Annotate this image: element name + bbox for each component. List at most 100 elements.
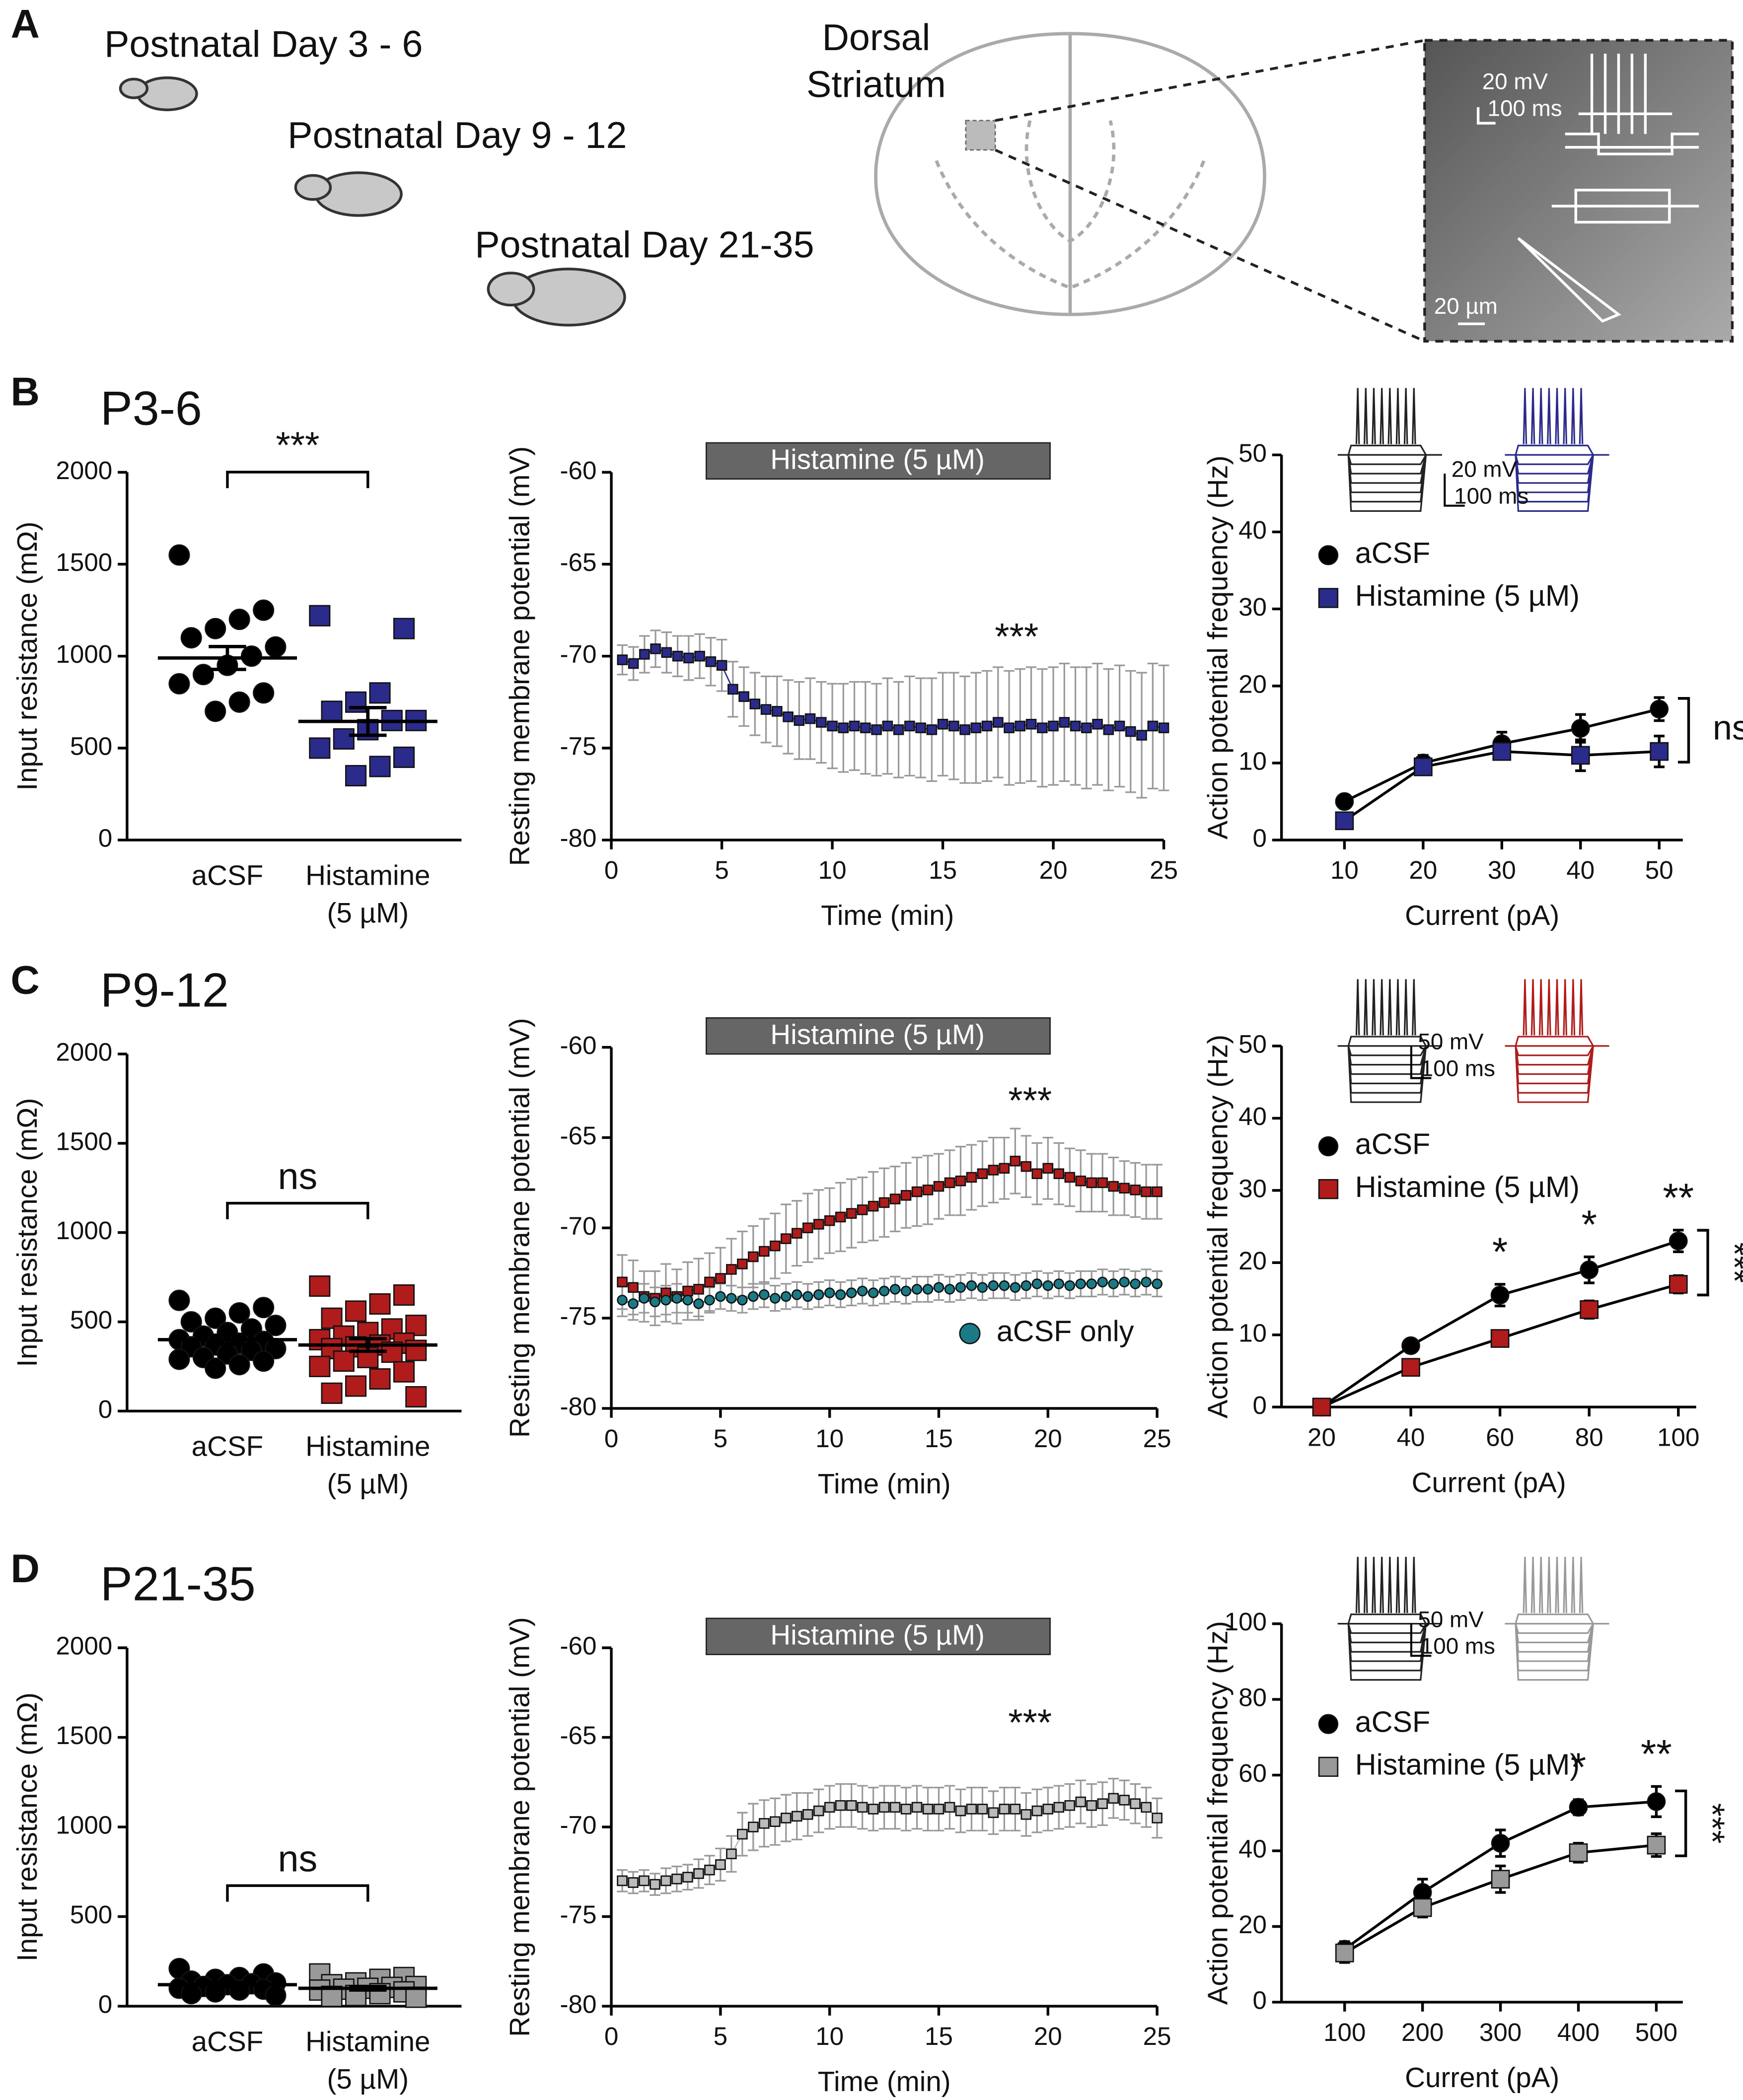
- marker: [253, 1297, 275, 1319]
- y-tick-label: 500: [70, 1306, 112, 1334]
- y-tick-label: 20: [1238, 1247, 1267, 1275]
- x-axis-label: Current (pA): [1405, 2062, 1559, 2093]
- marker: [955, 1282, 966, 1293]
- marker: [1152, 1278, 1162, 1289]
- category-label: aCSF: [192, 859, 264, 891]
- comparison-bracket: [1677, 697, 1690, 764]
- marker: [1053, 1278, 1065, 1289]
- trace-inset: [1337, 388, 1442, 512]
- x-tick-label: 15: [929, 856, 957, 884]
- marker: [860, 722, 871, 733]
- annotation: *: [1571, 1745, 1586, 1790]
- marker: [959, 724, 970, 735]
- marker: [772, 706, 783, 717]
- marker: [977, 1804, 988, 1815]
- marker: [835, 1211, 846, 1223]
- marker: [1053, 1168, 1065, 1179]
- y-tick-label: 40: [1238, 1835, 1267, 1863]
- marker: [265, 636, 287, 658]
- treatment-label: Histamine (5 µM): [770, 1019, 985, 1050]
- marker: [824, 1802, 835, 1813]
- treatment-label: Histamine (5 µM): [770, 444, 985, 475]
- y-tick-label: 100: [1225, 1608, 1267, 1636]
- brain-outline: [874, 32, 1266, 316]
- marker: [1318, 1136, 1339, 1157]
- significance: ns: [278, 1155, 318, 1197]
- marker: [981, 720, 993, 732]
- marker: [1020, 1809, 1032, 1820]
- marker: [180, 1983, 202, 2005]
- marker: [857, 1204, 868, 1215]
- y-axis-label: Input resistance (mΩ): [11, 522, 43, 791]
- marker: [922, 1185, 934, 1195]
- marker: [1318, 545, 1339, 565]
- x-tick-label: 20: [1039, 856, 1068, 884]
- marker: [205, 1357, 226, 1379]
- x-axis-label: Current (pA): [1405, 900, 1559, 931]
- y-tick-label: 30: [1238, 1174, 1267, 1202]
- annotation: *: [1492, 1230, 1508, 1274]
- marker: [1152, 1186, 1162, 1197]
- marker: [682, 1285, 693, 1297]
- y-tick-label: 50: [1238, 1030, 1267, 1058]
- marker: [1312, 1398, 1331, 1417]
- micrograph-drawing: [1458, 54, 1699, 325]
- marker: [1086, 1800, 1097, 1811]
- significance: ***: [995, 616, 1038, 657]
- y-tick-label: 10: [1238, 1319, 1267, 1347]
- marker: [228, 1302, 250, 1324]
- mouse-icons: [119, 76, 626, 327]
- marker: [1650, 742, 1669, 761]
- marker: [716, 660, 727, 671]
- scale-label: 100 ms: [1454, 484, 1528, 509]
- marker: [813, 1219, 824, 1230]
- marker: [846, 1287, 857, 1298]
- y-tick-label: 50: [1238, 439, 1267, 467]
- marker: [650, 1879, 660, 1890]
- marker: [369, 1368, 391, 1390]
- marker: [309, 737, 331, 759]
- marker: [988, 1165, 999, 1176]
- y-tick-label: -75: [560, 1900, 596, 1929]
- marker: [253, 1350, 275, 1372]
- marker: [393, 618, 415, 639]
- marker: [813, 1289, 824, 1300]
- marker: [1064, 1280, 1076, 1291]
- x-tick-label: 500: [1635, 2018, 1677, 2046]
- marker: [726, 1848, 737, 1860]
- marker: [693, 1298, 704, 1309]
- marker: [926, 724, 938, 735]
- marker: [816, 717, 827, 728]
- marker: [770, 1293, 781, 1304]
- marker: [693, 1284, 704, 1295]
- marker: [849, 720, 860, 732]
- marker: [933, 1181, 944, 1192]
- marker: [369, 682, 391, 704]
- marker: [1335, 1944, 1354, 1962]
- x-tick-label: 300: [1479, 2018, 1522, 2046]
- marker: [1491, 1833, 1510, 1853]
- marker: [868, 1804, 879, 1815]
- annotation: **: [1663, 1176, 1694, 1220]
- marker: [737, 1259, 748, 1269]
- marker: [889, 1802, 901, 1813]
- marker: [1025, 718, 1037, 730]
- marker: [628, 658, 639, 669]
- y-tick-label: -60: [560, 1632, 596, 1660]
- category-label: aCSF: [192, 1431, 264, 1462]
- marker: [617, 1294, 628, 1306]
- x-tick-label: 25: [1143, 1424, 1171, 1453]
- marker: [1141, 1276, 1152, 1288]
- sem-bar: [349, 1984, 387, 1992]
- marker: [911, 1802, 923, 1813]
- marker: [780, 1233, 792, 1244]
- marker: [321, 700, 343, 722]
- marker: [944, 1802, 955, 1813]
- panel-title: P9-12: [100, 963, 229, 1017]
- marker: [1042, 1280, 1054, 1291]
- y-tick-label: 0: [1253, 1391, 1267, 1419]
- x-tick-label: 10: [815, 1424, 844, 1453]
- x-tick-label: 60: [1486, 1423, 1514, 1451]
- significance: ***: [1008, 1701, 1052, 1743]
